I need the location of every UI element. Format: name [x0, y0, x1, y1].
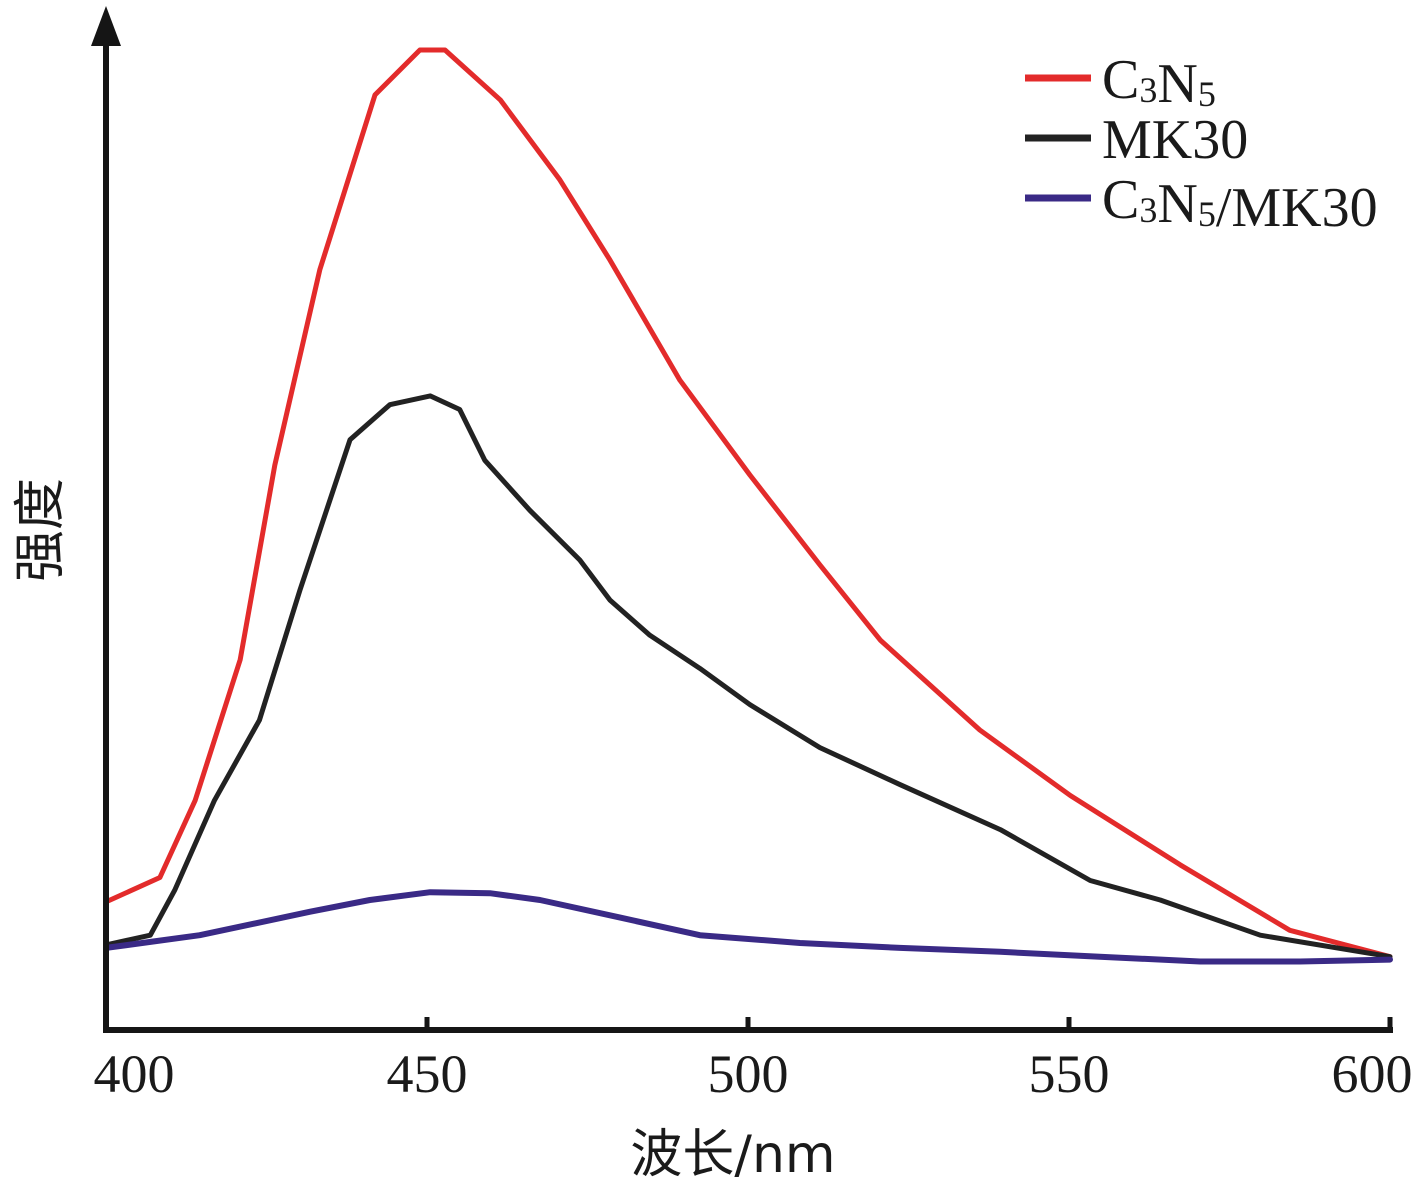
- legend-label: C3N5/MK30: [1102, 169, 1378, 239]
- legend-item: C3N5/MK30: [1025, 169, 1378, 239]
- x-axis-title: 波长/nm: [630, 1125, 835, 1181]
- series-line-c3n5-mk30: [103, 889, 1393, 965]
- x-tick-label: 450: [387, 1044, 468, 1104]
- series-line-c3n5: [103, 47, 1393, 960]
- x-tick-label: 550: [1029, 1044, 1110, 1104]
- x-tick-labels: 400 450 500 550 600: [94, 1044, 1413, 1104]
- series-layer: [103, 47, 1393, 965]
- legend-label: MK30: [1102, 109, 1248, 171]
- y-axis-title: 强度: [11, 478, 71, 582]
- x-tick-label: 400: [94, 1044, 175, 1104]
- plot-area: [103, 47, 1393, 965]
- series-line-mk30: [103, 393, 1393, 960]
- x-ticks: [424, 1017, 1393, 1030]
- legend-item: C3N5: [1025, 49, 1216, 115]
- x-tick-label: 600: [1332, 1044, 1413, 1104]
- axes: 400 450 500 550 600: [91, 6, 1413, 1104]
- legend-label: C3N5: [1102, 49, 1216, 115]
- x-tick-label: 500: [708, 1044, 789, 1104]
- legend-item: MK30: [1025, 109, 1248, 171]
- y-axis-arrow-icon: [91, 6, 121, 46]
